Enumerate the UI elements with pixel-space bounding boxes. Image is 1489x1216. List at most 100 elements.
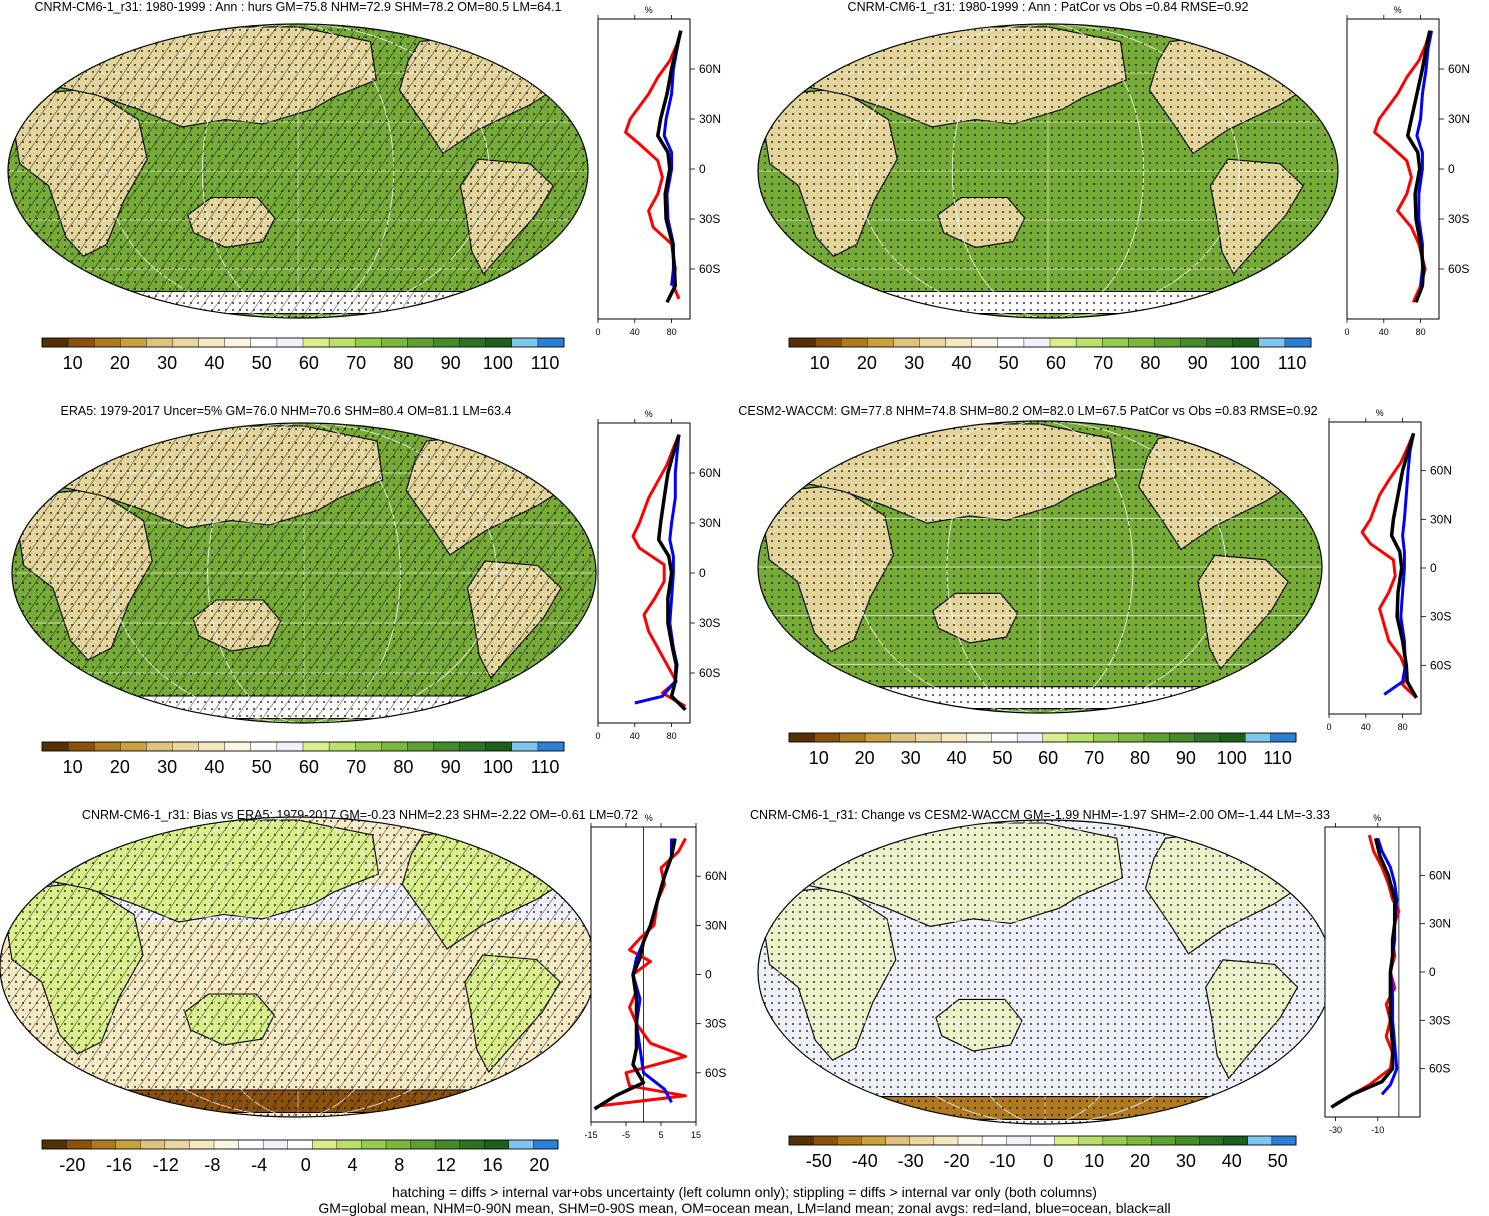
colorbar-bin: [867, 337, 894, 348]
map-outline: [11, 422, 597, 724]
colorbar-bin: [120, 337, 147, 348]
colorbar-bin: [407, 337, 434, 348]
colorbar-bin: [355, 741, 382, 752]
colorbar-bin: [1284, 337, 1312, 348]
colorbar-label: 70: [346, 353, 366, 373]
colorbar-bin: [1258, 337, 1286, 348]
colorbar-bin: [940, 732, 967, 743]
colorbar-bin: [788, 337, 816, 348]
colorbar-label: -20: [943, 1151, 969, 1171]
profile-unit: %: [645, 409, 653, 419]
colorbar-bin: [302, 337, 330, 348]
profile-line-all: [593, 838, 677, 1111]
profile-line-land: [1360, 432, 1418, 699]
colorbar-label: 10: [810, 353, 830, 373]
colorbar-label: -10: [989, 1151, 1015, 1171]
colorbar-bin: [433, 741, 461, 752]
colorbar-label: 60: [299, 757, 319, 777]
world-map: [758, 820, 1332, 1124]
colorbar-label: 90: [441, 353, 461, 373]
colorbar-label: 60: [299, 353, 319, 373]
colorbar-bin: [213, 1139, 240, 1150]
colorbar-bin: [41, 337, 69, 348]
colorbar-label: 30: [157, 757, 177, 777]
colorbar-bin: [1232, 337, 1260, 348]
y-tick-label: 60S: [1430, 658, 1451, 672]
colorbar-bin: [1219, 732, 1246, 743]
colorbar-bin: [276, 741, 304, 752]
colorbar-bin: [381, 741, 408, 752]
colorbar-label: 50: [992, 748, 1012, 768]
colorbar-label: -20: [59, 1155, 85, 1175]
x-tick-label: 80: [667, 731, 677, 741]
colorbar-bin: [1143, 732, 1170, 743]
panel-3: ERA5: 1979-2017 Uncer=5% GM=76.0 NHM=70.…: [11, 404, 721, 777]
y-tick-label: 0: [1430, 561, 1437, 575]
footer-line-1: hatching = diffs > internal var+obs unce…: [392, 1184, 1097, 1200]
colorbar-label: 90: [1188, 353, 1208, 373]
colorbar-bin: [90, 1139, 117, 1150]
colorbar-bin: [355, 337, 382, 348]
colorbar-label: 20: [110, 757, 130, 777]
colorbar-bin: [1067, 732, 1094, 743]
zonal-profile: % 0 40 80 60N 30N 0 30S 60S: [595, 5, 721, 337]
x-tick-label: 0: [1344, 327, 1349, 337]
colorbar-bin: [1049, 337, 1077, 348]
colorbar-label: -4: [251, 1155, 267, 1175]
colorbar-frame: [788, 732, 1297, 743]
x-tick-label: 80: [1398, 722, 1408, 732]
colorbar-bin: [459, 741, 487, 752]
profile-line-all: [1405, 30, 1432, 303]
colorbar-bin: [1194, 732, 1221, 743]
x-tick-label: -15: [584, 1130, 597, 1140]
world-map: [758, 421, 1322, 713]
colorbar-bin: [41, 1139, 68, 1150]
colorbar-bin: [1054, 1135, 1080, 1146]
y-tick-label: 60N: [1448, 62, 1470, 76]
colorbar: -20 -16 -12 -8 -4 0 4 8 12 16 20: [41, 1139, 559, 1175]
y-tick-label: 0: [699, 162, 706, 176]
colorbar-bin: [1042, 732, 1069, 743]
colorbar-bin: [302, 741, 330, 752]
colorbar-bin: [1030, 1135, 1056, 1146]
colorbar-bin: [93, 337, 121, 348]
colorbar-label: 110: [531, 353, 560, 373]
colorbar-label: 40: [951, 353, 971, 373]
colorbar-bin: [966, 732, 993, 743]
map-outline: [757, 420, 1323, 714]
world-map: [758, 24, 1338, 318]
colorbar-bin: [198, 741, 226, 752]
colorbar-bin: [533, 1139, 559, 1150]
colorbar-bin: [238, 1139, 264, 1150]
panel-1: CNRM-CM6-1_r31: 1980-1999 : Ann : hurs G…: [7, 0, 721, 373]
colorbar-label: 110: [531, 757, 560, 777]
colorbar-label: 80: [393, 353, 413, 373]
colorbar-frame: [41, 1139, 559, 1150]
world-map: [0, 817, 596, 1117]
x-tick-label: 15: [691, 1130, 701, 1140]
y-tick-label: 60N: [705, 869, 727, 883]
colorbar-label: 4: [347, 1155, 357, 1175]
colorbar-bin: [945, 337, 973, 348]
colorbar-bin: [1118, 732, 1145, 743]
colorbar-bin: [957, 1135, 983, 1146]
colorbar-bin: [250, 337, 278, 348]
colorbar-bin: [1206, 337, 1234, 348]
colorbar-bin: [66, 1139, 92, 1150]
colorbar-bin: [997, 337, 1025, 348]
colorbar-label: 70: [1084, 748, 1104, 768]
x-tick-label: -5: [622, 1130, 630, 1140]
y-tick-label: 30S: [699, 212, 720, 226]
colorbar-bin: [164, 1139, 190, 1150]
colorbar-label: 10: [809, 748, 829, 768]
colorbar-bin: [1247, 1135, 1273, 1146]
y-tick-label: 30N: [705, 918, 727, 932]
colorbar-bin: [991, 732, 1018, 743]
profile-unit: %: [645, 813, 653, 823]
stippling-overlay: [758, 24, 1338, 318]
x-tick-label: 0: [595, 731, 600, 741]
colorbar-label: 100: [1217, 748, 1247, 768]
colorbar-label: -50: [806, 1151, 832, 1171]
colorbar-bin: [250, 741, 278, 752]
